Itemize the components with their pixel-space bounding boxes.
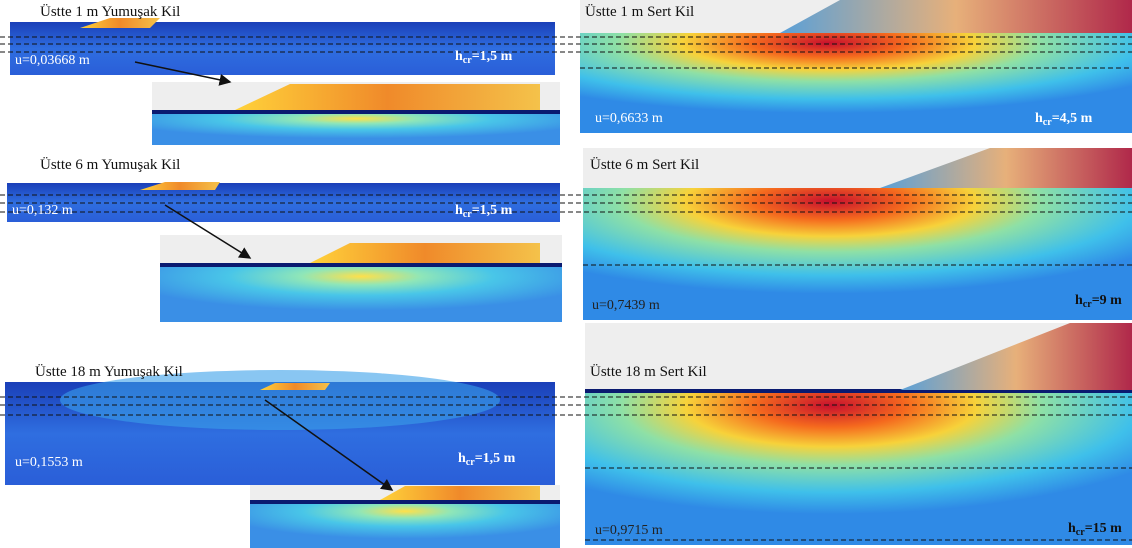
- panel-title: Üstte 18 m Sert Kil: [590, 363, 707, 380]
- value: =1,5 m: [472, 203, 513, 218]
- critical-height: hcr=9 m: [1075, 293, 1122, 310]
- value: =15 m: [1085, 521, 1122, 536]
- panel-title: Üstte 6 m Sert Kil: [590, 156, 699, 173]
- value: =9 m: [1092, 293, 1122, 308]
- displacement: u=0,1553 m: [15, 455, 83, 470]
- value: =1,5 m: [475, 451, 516, 466]
- value: =1,5 m: [472, 49, 513, 64]
- figure: Üstte 1 m Yumuşak Kil u=0,03668 m hcr=1,…: [0, 0, 1132, 548]
- displacement: u=0,7439 m: [592, 298, 660, 313]
- displacement: u=0,03668 m: [15, 53, 90, 68]
- panel-title: Üstte 6 m Yumuşak Kil: [40, 156, 180, 173]
- symbol: h: [455, 49, 463, 64]
- displacement: u=0,6633 m: [595, 111, 663, 126]
- value: =4,5 m: [1052, 111, 1093, 126]
- displacement: u=0,9715 m: [595, 523, 663, 538]
- panel-title: Üstte 1 m Sert Kil: [585, 3, 694, 20]
- symbol: h: [1075, 293, 1083, 308]
- symbol: h: [458, 451, 466, 466]
- symbol: h: [1068, 521, 1076, 536]
- panel-title: Üstte 18 m Yumuşak Kil: [35, 363, 183, 380]
- displacement: u=0,132 m: [12, 203, 73, 218]
- panel-title: Üstte 1 m Yumuşak Kil: [40, 3, 180, 20]
- symbol: h: [1035, 111, 1043, 126]
- symbol: h: [455, 203, 463, 218]
